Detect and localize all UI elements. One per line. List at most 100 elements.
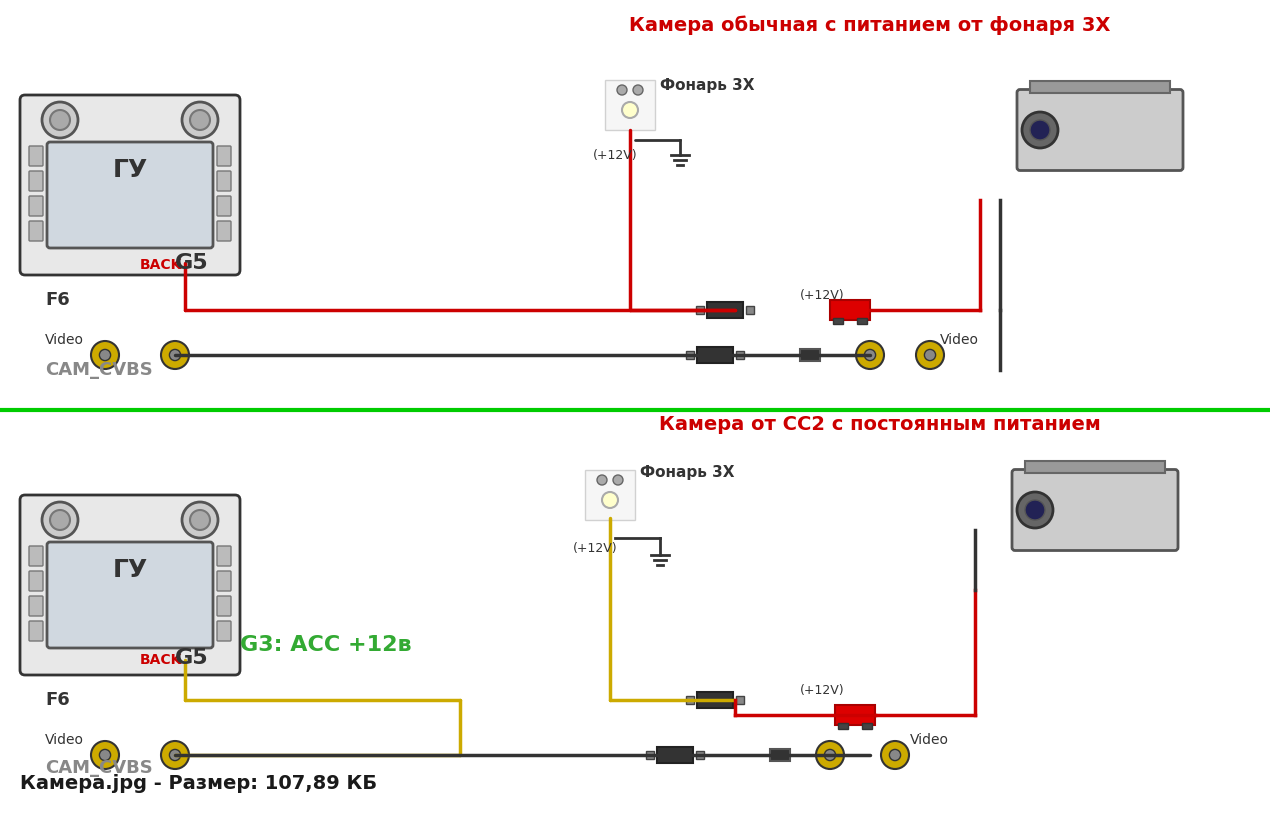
Circle shape <box>1017 492 1053 528</box>
Text: Video: Video <box>911 733 949 747</box>
Circle shape <box>99 750 110 760</box>
Circle shape <box>881 741 909 769</box>
Bar <box>1030 80 1170 93</box>
Circle shape <box>632 85 643 95</box>
Circle shape <box>1030 120 1050 140</box>
Circle shape <box>824 750 836 760</box>
Circle shape <box>190 510 210 530</box>
Circle shape <box>817 741 845 769</box>
Bar <box>686 351 693 359</box>
Text: ГУ: ГУ <box>113 158 147 182</box>
FancyBboxPatch shape <box>217 596 231 616</box>
Bar <box>833 318 843 324</box>
Bar <box>686 696 693 704</box>
Text: G5: G5 <box>175 648 208 668</box>
Circle shape <box>1022 112 1058 148</box>
FancyBboxPatch shape <box>217 196 231 216</box>
Bar <box>707 302 743 318</box>
Circle shape <box>169 350 180 360</box>
Bar <box>857 318 867 324</box>
Bar <box>605 80 655 130</box>
Circle shape <box>50 510 70 530</box>
FancyBboxPatch shape <box>217 571 231 591</box>
Text: Фонарь 3Х: Фонарь 3Х <box>640 465 734 479</box>
Circle shape <box>597 475 607 485</box>
Circle shape <box>169 750 180 760</box>
Circle shape <box>42 502 77 538</box>
FancyBboxPatch shape <box>217 621 231 641</box>
Circle shape <box>91 341 119 369</box>
Bar <box>1025 461 1165 473</box>
Circle shape <box>617 85 627 95</box>
Text: G5: G5 <box>175 253 208 273</box>
FancyBboxPatch shape <box>20 495 240 675</box>
Bar <box>737 351 744 359</box>
Text: F6: F6 <box>44 291 70 309</box>
Text: F6: F6 <box>44 691 70 709</box>
Text: BACK: BACK <box>140 653 183 667</box>
Circle shape <box>889 750 900 760</box>
FancyBboxPatch shape <box>29 146 43 166</box>
Circle shape <box>925 350 936 360</box>
Bar <box>697 692 733 708</box>
Circle shape <box>99 350 110 360</box>
FancyBboxPatch shape <box>1017 89 1182 171</box>
Circle shape <box>190 110 210 130</box>
Bar <box>646 751 654 759</box>
Circle shape <box>856 341 884 369</box>
Text: (+12V): (+12V) <box>593 149 638 162</box>
FancyBboxPatch shape <box>29 196 43 216</box>
Text: CAM_CVBS: CAM_CVBS <box>44 759 152 777</box>
Circle shape <box>182 502 218 538</box>
Bar <box>745 306 754 314</box>
FancyBboxPatch shape <box>1012 470 1179 551</box>
Bar <box>697 347 733 363</box>
Circle shape <box>161 341 189 369</box>
Bar <box>862 723 872 729</box>
Circle shape <box>50 110 70 130</box>
Circle shape <box>161 741 189 769</box>
FancyBboxPatch shape <box>217 221 231 241</box>
Circle shape <box>622 102 638 118</box>
Bar <box>831 300 870 320</box>
Bar <box>737 696 744 704</box>
FancyBboxPatch shape <box>217 546 231 566</box>
Text: Камера обычная с питанием от фонаря 3Х: Камера обычная с питанием от фонаря 3Х <box>630 15 1111 34</box>
Bar <box>838 723 848 729</box>
Text: (+12V): (+12V) <box>800 288 845 301</box>
FancyBboxPatch shape <box>217 171 231 191</box>
Circle shape <box>91 741 119 769</box>
Circle shape <box>916 341 944 369</box>
FancyBboxPatch shape <box>20 95 240 275</box>
Text: G3: АСС +12в: G3: АСС +12в <box>240 635 411 655</box>
Text: (+12V): (+12V) <box>800 684 845 696</box>
Text: CAM_CVBS: CAM_CVBS <box>44 361 152 379</box>
Bar <box>800 349 820 361</box>
Circle shape <box>42 102 77 138</box>
Text: Video: Video <box>940 333 979 347</box>
FancyBboxPatch shape <box>217 146 231 166</box>
Circle shape <box>613 475 624 485</box>
FancyBboxPatch shape <box>29 571 43 591</box>
Bar <box>585 470 635 520</box>
Text: ГУ: ГУ <box>113 558 147 582</box>
Text: Video: Video <box>44 333 84 347</box>
FancyBboxPatch shape <box>29 596 43 616</box>
FancyBboxPatch shape <box>29 546 43 566</box>
Circle shape <box>1025 500 1045 520</box>
Text: Камера.jpg - Размер: 107,89 КБ: Камера.jpg - Размер: 107,89 КБ <box>20 773 377 792</box>
Circle shape <box>182 102 218 138</box>
Text: BACK: BACK <box>140 258 183 272</box>
FancyBboxPatch shape <box>29 171 43 191</box>
Bar <box>770 749 790 761</box>
Text: Камера от СС2 с постоянным питанием: Камера от СС2 с постоянным питанием <box>659 415 1101 434</box>
Bar <box>657 747 693 763</box>
FancyBboxPatch shape <box>47 142 213 248</box>
Text: Фонарь 3Х: Фонарь 3Х <box>660 77 754 93</box>
Text: Video: Video <box>44 733 84 747</box>
FancyBboxPatch shape <box>29 621 43 641</box>
FancyBboxPatch shape <box>47 542 213 648</box>
Circle shape <box>602 492 618 508</box>
Bar <box>696 751 704 759</box>
FancyBboxPatch shape <box>29 221 43 241</box>
